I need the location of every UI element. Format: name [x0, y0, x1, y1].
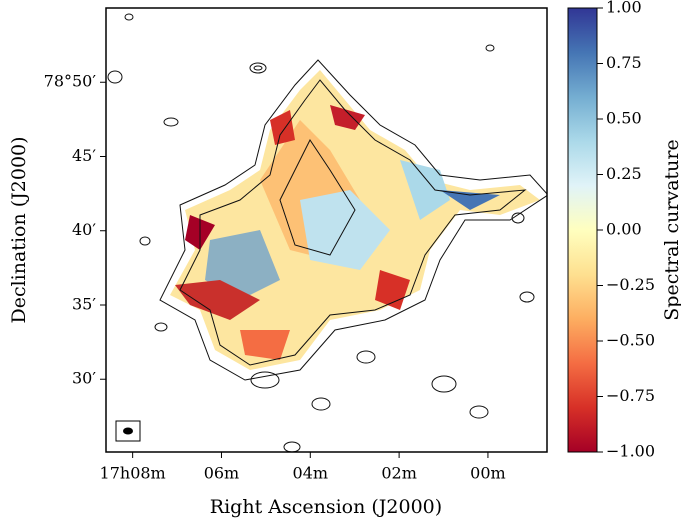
- x-tick-label: 04m: [293, 464, 329, 483]
- x-tick-label: 17h08m: [100, 464, 166, 483]
- y-tick-label: 35′: [72, 294, 96, 313]
- map-image: [107, 13, 547, 452]
- y-tick-label: 30′: [72, 369, 96, 388]
- x-tick-label: 00m: [470, 464, 506, 483]
- x-tick-label: 02m: [381, 464, 417, 483]
- x-axis-label: Right Ascension (J2000): [210, 496, 442, 518]
- colorbar-tick-label: 0.75: [606, 53, 642, 72]
- colorbar-tick-label: 0.00: [606, 220, 642, 239]
- colorbar-tick-label: 0.25: [606, 164, 642, 183]
- colorbar-tick-label: −0.50: [606, 331, 655, 350]
- x-tick-label: 06m: [204, 464, 240, 483]
- plot-frame: [105, 7, 548, 453]
- y-tick-label: 40′: [72, 220, 96, 239]
- y-tick-label: 78°50′: [44, 72, 97, 91]
- colorbar-tick-label: −1.00: [606, 442, 655, 461]
- colorbar-label: Spectral curvature: [661, 139, 681, 320]
- colorbar-tick-label: −0.25: [606, 275, 655, 294]
- colorbar-tick-label: −0.75: [606, 386, 655, 405]
- colorbar-tick-label: 0.50: [606, 109, 642, 128]
- y-axis-label: Declination (J2000): [8, 136, 30, 323]
- colorbar: [567, 7, 598, 453]
- y-tick-label: 45′: [72, 146, 96, 165]
- colorbar-tick-label: 1.00: [606, 0, 642, 17]
